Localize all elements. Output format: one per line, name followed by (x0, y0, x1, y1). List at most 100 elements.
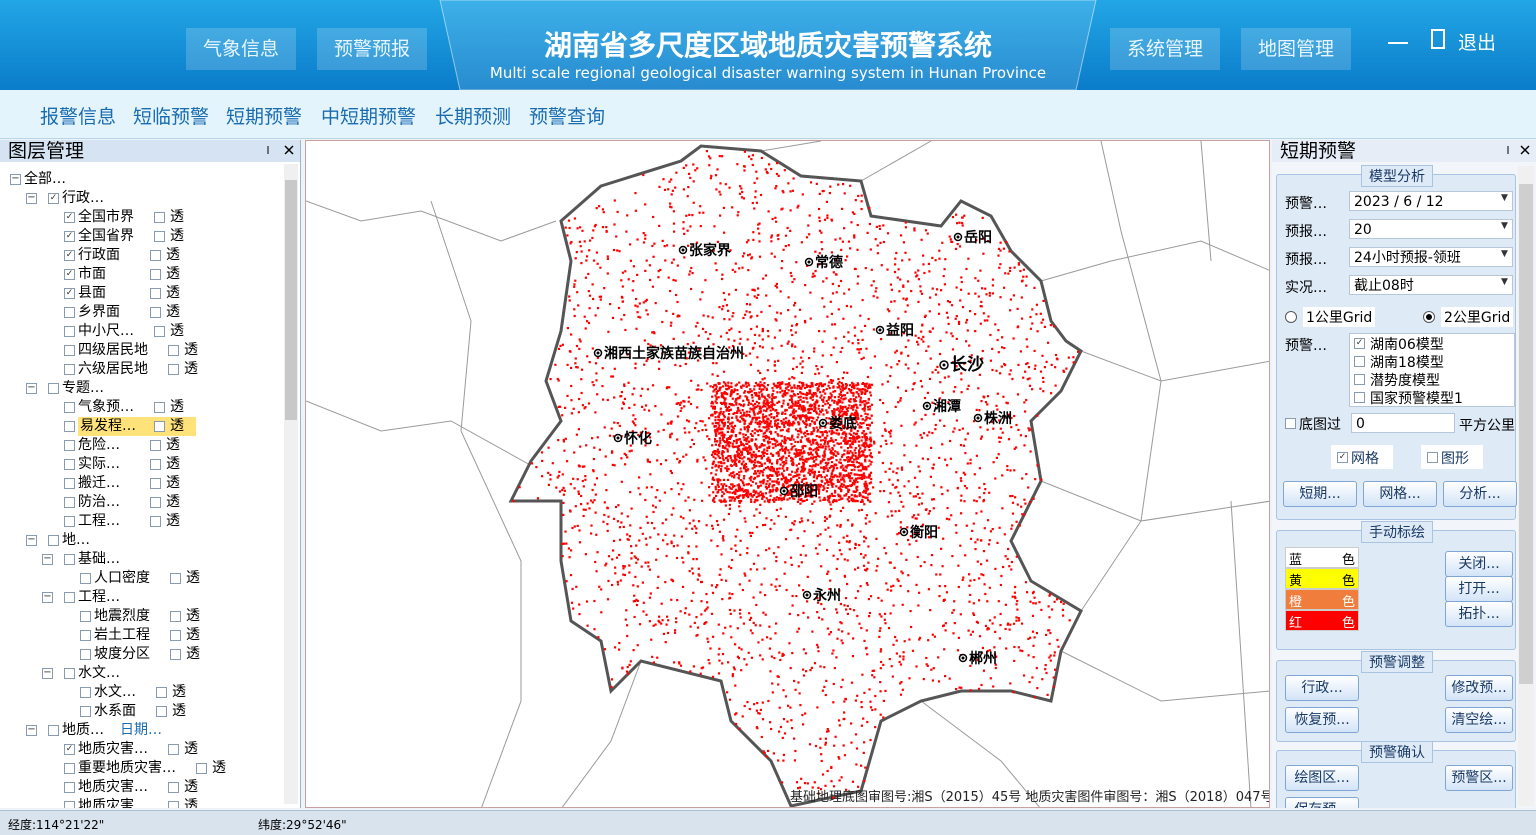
layer-label[interactable]: 全国省界 (78, 227, 134, 246)
checkbox[interactable]: ✓ (64, 269, 75, 280)
transparency-label[interactable]: 透 (186, 569, 200, 588)
transparency-label[interactable]: 透 (166, 493, 180, 512)
transparency-label[interactable]: 透 (172, 683, 186, 702)
checkbox[interactable] (64, 459, 75, 470)
layer-label[interactable]: 全国市界 (78, 208, 134, 227)
expander[interactable]: − (26, 383, 37, 394)
layer-label[interactable]: 市面 (78, 265, 106, 284)
checkbox[interactable] (64, 402, 75, 413)
checkbox[interactable] (168, 782, 179, 793)
checkbox[interactable] (150, 440, 161, 451)
transparency-label[interactable]: 透 (166, 512, 180, 531)
checkbox[interactable] (150, 250, 161, 261)
transparency-label[interactable]: 透 (184, 797, 198, 808)
checkbox[interactable] (64, 421, 75, 432)
layer-label[interactable]: 行政… (62, 189, 104, 208)
checkbox[interactable] (150, 307, 161, 318)
checkbox[interactable] (168, 801, 179, 808)
transparency-label[interactable]: 透 (170, 208, 184, 227)
checkbox[interactable] (170, 611, 181, 622)
checkbox[interactable] (170, 630, 181, 641)
checkbox[interactable]: ✓ (64, 288, 75, 299)
transparency-label[interactable]: 透 (184, 740, 198, 759)
layer-label[interactable]: 中小尺… (78, 322, 134, 341)
checkbox[interactable] (80, 573, 91, 584)
layer-label[interactable]: 地质… (62, 721, 104, 740)
transparency-label[interactable]: 透 (170, 322, 184, 341)
expander[interactable]: − (10, 174, 21, 185)
transparency-label[interactable]: 透 (166, 455, 180, 474)
checkbox[interactable] (154, 231, 165, 242)
transparency-label[interactable]: 透 (170, 398, 184, 417)
checkbox[interactable] (150, 497, 161, 508)
menu-item[interactable]: 中短期预警 (321, 102, 416, 129)
checkbox[interactable] (64, 782, 75, 793)
checkbox[interactable] (64, 516, 75, 527)
menu-item[interactable]: 短临预警 (133, 102, 209, 129)
checkbox[interactable] (168, 345, 179, 356)
expander[interactable]: − (26, 535, 37, 546)
layer-label[interactable]: 水文… (94, 683, 136, 702)
checkbox[interactable] (168, 744, 179, 755)
layer-label[interactable]: 气象预… (78, 398, 134, 417)
layer-label[interactable]: 搬迁… (78, 474, 120, 493)
layer-label[interactable]: 全部… (24, 170, 66, 189)
menu-item[interactable]: 短期预警 (226, 102, 302, 129)
checkbox[interactable] (156, 687, 167, 698)
checkbox[interactable] (64, 497, 75, 508)
checkbox[interactable] (154, 421, 165, 432)
transparency-label[interactable]: 透 (166, 246, 180, 265)
checkbox[interactable] (48, 535, 59, 546)
checkbox[interactable] (64, 307, 75, 318)
transparency-label[interactable]: 透 (186, 607, 200, 626)
checkbox[interactable] (64, 668, 75, 679)
layer-label[interactable]: 地质灾害… (78, 740, 148, 759)
layer-label[interactable]: 地质灾害… (78, 778, 148, 797)
nav-button[interactable]: 气象信息 (186, 28, 296, 70)
transparency-label[interactable]: 透 (186, 626, 200, 645)
checkbox[interactable] (154, 212, 165, 223)
checkbox[interactable] (170, 649, 181, 660)
expander[interactable]: − (42, 554, 53, 565)
transparency-label[interactable]: 透 (184, 341, 198, 360)
transparency-label[interactable]: 透 (184, 360, 198, 379)
layer-label[interactable]: 水系面 (94, 702, 136, 721)
menu-item[interactable]: 预警查询 (529, 102, 605, 129)
checkbox[interactable] (80, 630, 91, 641)
checkbox[interactable]: ✓ (64, 744, 75, 755)
checkbox[interactable] (64, 326, 75, 337)
layer-label[interactable]: 专题… (62, 379, 104, 398)
menu-item[interactable]: 长期预测 (435, 102, 511, 129)
expander[interactable]: − (26, 193, 37, 204)
checkbox[interactable] (154, 326, 165, 337)
transparency-label[interactable]: 透 (166, 474, 180, 493)
transparency-label[interactable]: 透 (166, 265, 180, 284)
checkbox[interactable] (150, 459, 161, 470)
layer-label[interactable]: 水文… (78, 664, 120, 683)
layer-label[interactable]: 人口密度 (94, 569, 150, 588)
checkbox[interactable] (80, 687, 91, 698)
nav-button[interactable]: 系统管理 (1110, 28, 1220, 70)
checkbox[interactable] (156, 706, 167, 717)
layer-label[interactable]: 危险… (78, 436, 120, 455)
layer-label[interactable]: 基础… (78, 550, 120, 569)
layer-label[interactable]: 实际… (78, 455, 120, 474)
checkbox[interactable] (48, 725, 59, 736)
layer-label[interactable]: 县面 (78, 284, 106, 303)
layer-label[interactable]: 乡界面 (78, 303, 120, 322)
checkbox[interactable] (64, 364, 75, 375)
checkbox[interactable] (150, 288, 161, 299)
nav-button[interactable]: 地图管理 (1241, 28, 1351, 70)
transparency-label[interactable]: 透 (170, 227, 184, 246)
checkbox[interactable]: ✓ (64, 250, 75, 261)
layer-label[interactable]: 地… (62, 531, 90, 550)
expander[interactable]: − (26, 725, 37, 736)
layer-label[interactable]: 防治… (78, 493, 120, 512)
layer-label[interactable]: 工程… (78, 512, 120, 531)
checkbox[interactable] (48, 383, 59, 394)
layer-label[interactable]: 工程… (78, 588, 120, 607)
checkbox[interactable] (64, 801, 75, 808)
checkbox[interactable] (64, 440, 75, 451)
checkbox[interactable] (168, 364, 179, 375)
